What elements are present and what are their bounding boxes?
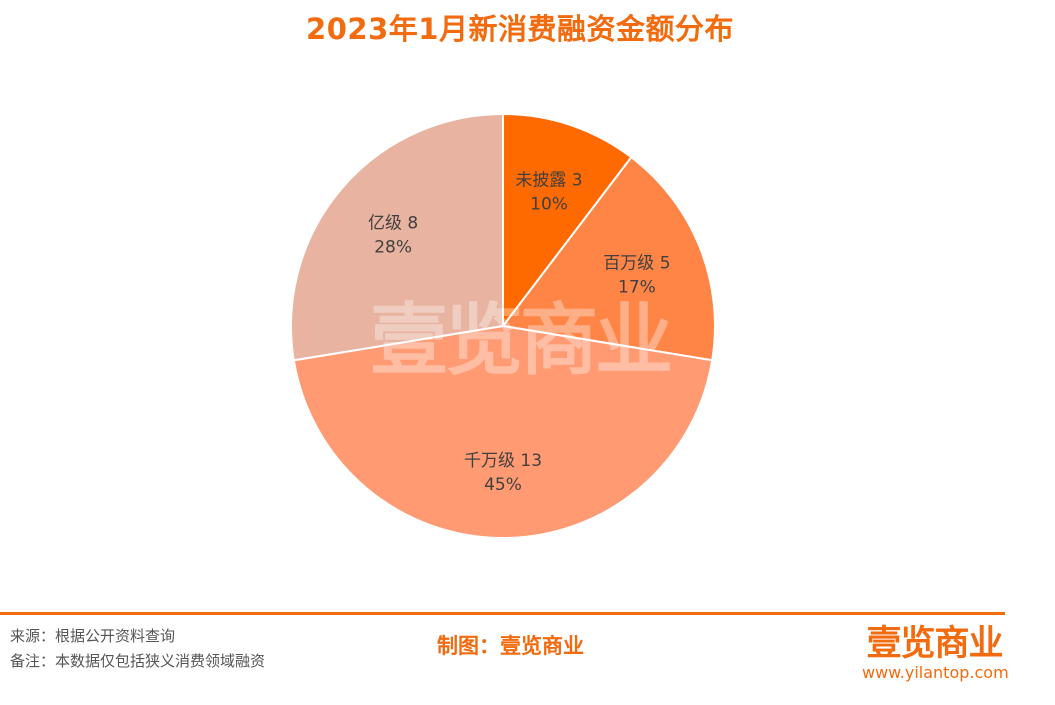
chart-title: 2023年1月新消费融资金额分布	[306, 12, 734, 46]
pie-slice-2	[292, 324, 714, 539]
pie-slice-3	[290, 112, 504, 362]
footer-notes: 来源：根据公开资料查询 备注：本数据仅包括狭义消费领域融资	[10, 624, 265, 674]
footer-divider	[0, 612, 1005, 615]
logo-text: 壹览商业	[866, 624, 1003, 664]
pie-chart: 未披露 3 10% 百万级 5 17% 千万级 13 45% 亿级 8 28%	[290, 112, 716, 539]
slice-label-0: 未披露 3	[515, 170, 582, 190]
slice-percent-3: 28%	[374, 238, 412, 258]
website-url[interactable]: www.yilantop.com	[862, 663, 1009, 682]
pie-slice-1	[501, 155, 716, 362]
slice-label-1: 百万级 5	[603, 254, 670, 274]
pie-slice-0	[502, 112, 633, 329]
source-text: 来源：根据公开资料查询	[10, 627, 176, 645]
slice-percent-1: 17%	[618, 278, 656, 298]
credit-text: 制图：壹览商业	[437, 634, 584, 658]
slice-percent-0: 10%	[530, 194, 568, 214]
slice-label-2: 千万级 13	[464, 451, 542, 471]
note-text: 备注：本数据仅包括狭义消费领域融资	[10, 652, 266, 670]
brand-logo: 壹览商业 www.yilantop.com	[862, 624, 1009, 682]
slice-label-3: 亿级 8	[368, 214, 418, 234]
slice-percent-2: 45%	[484, 475, 522, 495]
